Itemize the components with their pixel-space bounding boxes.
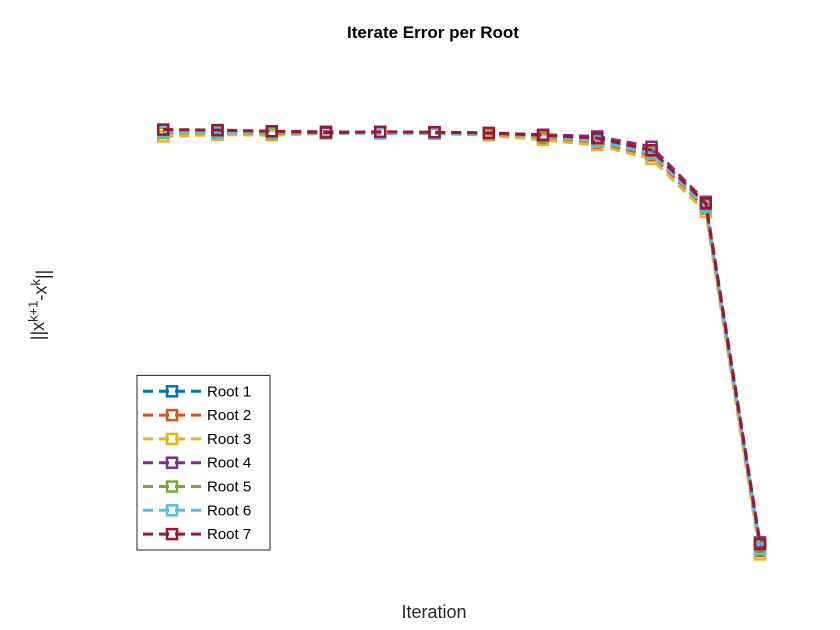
legend-label: Root 6 [207,502,251,519]
marker [753,537,767,551]
chart-title: Iterate Error per Root [347,23,519,42]
marker [699,197,712,210]
marker [265,125,278,138]
marker [211,123,224,137]
marker [645,143,658,157]
legend-marker [165,432,179,446]
marker [157,123,170,136]
series-line [163,128,762,545]
marker [482,126,495,140]
legend-label: Root 5 [207,479,251,496]
x-axis-label: Iteration [401,602,466,622]
legend-marker [165,385,179,398]
legend-label: Root 4 [207,455,251,472]
legend-label: Root 3 [207,431,251,448]
legend-label: Root 1 [207,383,251,400]
marker [374,125,387,139]
marker [591,131,604,145]
legend-label: Root 2 [207,407,251,424]
legend-marker [165,480,179,493]
legend-label: Root 7 [207,526,251,543]
y-axis-label: ||xk+1-xk|| [26,270,54,340]
series-line [163,131,762,555]
legend-marker [165,527,179,541]
marker [536,128,550,142]
marker [319,126,333,139]
legend-marker [165,456,179,469]
marker [428,125,441,139]
legend-marker [165,408,179,422]
legend-marker [165,504,179,517]
